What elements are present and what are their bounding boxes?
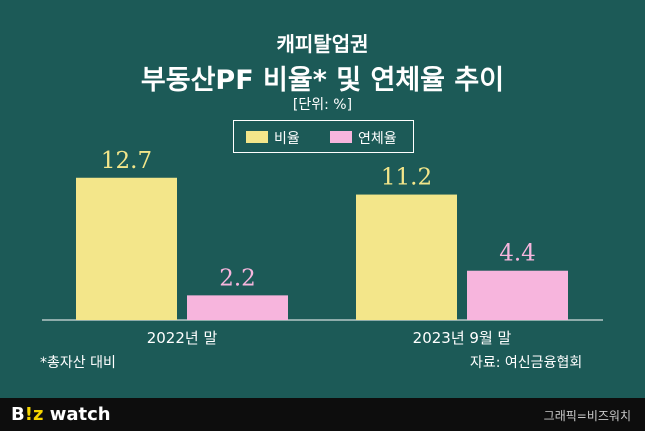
data-label-ratio-1: 11.2	[381, 165, 432, 191]
unit-label: [단위: %]	[292, 97, 353, 113]
legend: 비율 연체율	[233, 120, 414, 153]
legend-swatch-ratio	[246, 131, 268, 143]
data-label-ratio-0: 12.7	[101, 148, 152, 174]
chart-supertitle: 캐피탈업권	[276, 32, 369, 56]
bar-ratio-1	[356, 194, 457, 320]
bar-delinquency-1	[467, 270, 568, 320]
footer-bar: B!z watch 그래픽=비즈워치	[0, 398, 645, 431]
chart-title: 부동산PF 비율* 및 연체율 추이	[140, 65, 505, 96]
bar-chart: 12.7 2.2 2022년 말 11.2 4.4 2023년 9월 말	[42, 148, 603, 347]
x-tick-label-1: 2023년 9월 말	[413, 329, 512, 347]
legend-label-delinquency: 연체율	[358, 131, 397, 147]
data-label-delinquency-0: 2.2	[219, 265, 256, 291]
bar-delinquency-0	[187, 295, 288, 320]
legend-label-ratio: 비율	[274, 131, 300, 147]
source-note: 자료: 여신금융협회	[470, 355, 583, 371]
footnote: *총자산 대비	[40, 355, 116, 371]
bar-ratio-0	[76, 177, 177, 320]
graphic-credit: 그래픽=비즈워치	[543, 409, 631, 423]
x-tick-label-0: 2022년 말	[147, 329, 218, 347]
data-label-delinquency-1: 4.4	[499, 241, 536, 267]
bizwatch-logo: B!z watch	[11, 404, 111, 425]
legend-swatch-delinquency	[330, 131, 352, 143]
